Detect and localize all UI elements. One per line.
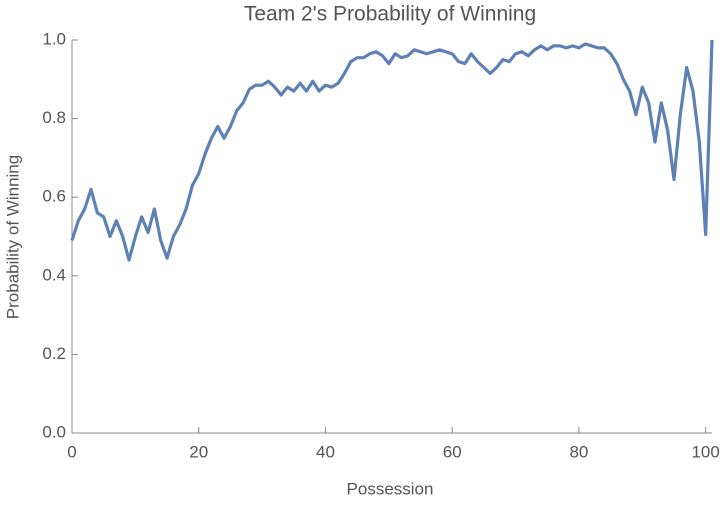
x-tick-label: 80 xyxy=(569,442,588,461)
x-axis-label: Possession xyxy=(347,479,434,498)
line xyxy=(70,39,714,262)
y-tick-label: 0.6 xyxy=(42,187,66,206)
y-tick-label: 1.0 xyxy=(42,29,66,48)
chart-title: Team 2's Probability of Winning xyxy=(244,3,536,26)
y-tick-label: 0.8 xyxy=(42,108,66,127)
x-tick-label: 100 xyxy=(691,442,719,461)
y-tick-label: 0.0 xyxy=(42,422,66,441)
y-tick-label: 0.4 xyxy=(42,265,66,284)
x-tick-label: 60 xyxy=(443,442,462,461)
y-tick-label: 0.2 xyxy=(42,344,66,363)
x-tick-label: 0 xyxy=(67,442,76,461)
y-axis-label: Probability of Winning xyxy=(3,155,22,319)
x-tick-label: 20 xyxy=(189,442,208,461)
x-tick-label: 40 xyxy=(316,442,335,461)
